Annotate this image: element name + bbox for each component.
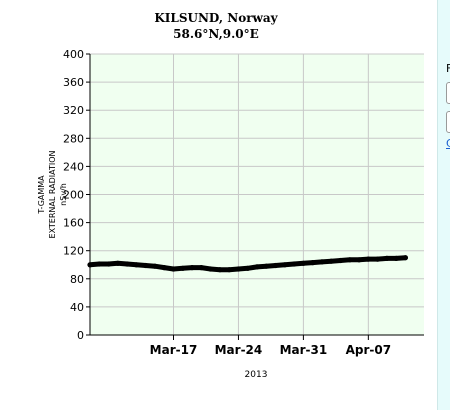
- data-point: [124, 261, 130, 267]
- y-axis-label-line: nSv/h: [59, 183, 68, 206]
- data-point: [254, 264, 260, 270]
- data-point: [115, 260, 121, 266]
- axes: 0 40 80 120 160 200 240 280 320 360 400 Mar-17 Mar-2…: [63, 48, 424, 357]
- data-point: [106, 261, 112, 267]
- side-panel-label: F: [446, 62, 450, 75]
- y-tick-label: 320: [63, 104, 84, 117]
- y-tick-label: 400: [63, 48, 84, 61]
- x-tick-label: Apr-07: [346, 343, 391, 357]
- x-tick-label: Mar-17: [150, 343, 198, 357]
- data-point: [133, 262, 139, 268]
- grid: [90, 53, 424, 336]
- data-point: [328, 258, 334, 264]
- y-tick-label: 280: [63, 132, 84, 145]
- x-axis-label: 2013: [245, 370, 268, 380]
- y-tick-label: 360: [63, 76, 84, 89]
- y-axis-label-line: T-GAMMA: [37, 175, 46, 215]
- data-point: [263, 263, 269, 269]
- y-tick-label: 40: [70, 301, 84, 314]
- data-point: [337, 257, 344, 264]
- data-point: [365, 256, 371, 262]
- y-axis-label-line: EXTERNAL RADIATION: [48, 151, 57, 239]
- y-axis-label: T-GAMMA EXTERNAL RADIATION nSv/h: [37, 151, 68, 239]
- data-point: [217, 267, 223, 273]
- y-tick-label: 120: [63, 245, 84, 258]
- chart-title: KILSUND, Norway: [154, 11, 278, 25]
- data-point: [245, 265, 251, 271]
- data-point: [347, 257, 353, 263]
- data-point: [291, 261, 297, 267]
- data-point: [402, 255, 408, 261]
- data-point: [152, 263, 158, 269]
- y-tick-label: 0: [77, 329, 84, 342]
- side-panel-input[interactable]: [446, 111, 450, 133]
- data-point: [87, 262, 93, 268]
- data-point: [180, 265, 186, 271]
- data-point: [143, 262, 149, 269]
- data-point: [226, 267, 232, 273]
- series-layer: [87, 255, 408, 273]
- side-panel-link[interactable]: C: [446, 137, 450, 150]
- data-point: [384, 255, 390, 261]
- data-point: [319, 259, 325, 265]
- chart-subtitle: 58.6°N,9.0°E: [173, 27, 259, 41]
- data-point: [356, 257, 362, 263]
- data-point: [198, 265, 204, 271]
- data-point: [375, 256, 381, 262]
- data-point: [208, 266, 214, 272]
- data-point: [189, 265, 195, 271]
- data-point: [170, 266, 177, 272]
- y-tick-label: 200: [63, 189, 84, 202]
- x-tick-label: Mar-24: [215, 343, 263, 357]
- chart: KILSUND, Norway 58.6°N,9.0°E 0 40 80 120 160…: [37, 11, 424, 380]
- data-point: [310, 260, 316, 266]
- data-point: [235, 266, 241, 272]
- data-point: [96, 261, 102, 267]
- data-point: [161, 265, 167, 271]
- data-point: [393, 255, 399, 261]
- data-point: [282, 262, 288, 268]
- y-tick-label: 160: [63, 217, 84, 230]
- data-point: [300, 260, 306, 266]
- x-tick-label: Mar-31: [280, 343, 328, 357]
- data-point: [273, 262, 279, 269]
- y-tick-label: 80: [70, 273, 84, 286]
- side-panel-input[interactable]: [446, 82, 450, 104]
- side-panel: F C: [437, 0, 450, 410]
- y-tick-label: 240: [63, 160, 84, 173]
